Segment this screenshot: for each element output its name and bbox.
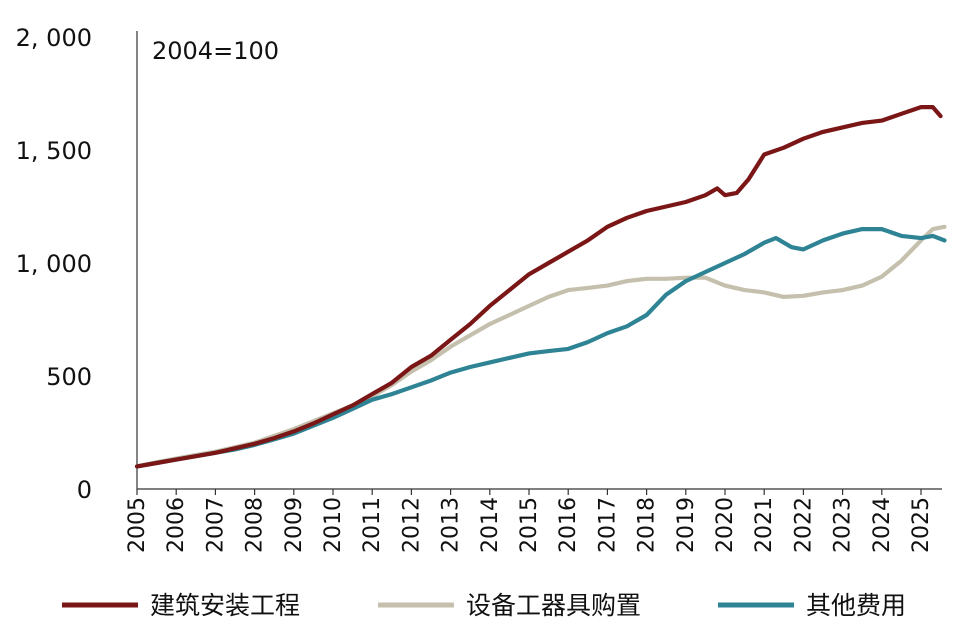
series-line-construction-installation — [134, 105, 943, 469]
x-tick-label: 2012 — [399, 497, 424, 553]
legend-label-construction-installation: 建筑安装工程 — [150, 591, 300, 620]
y-tick-label: 1, 000 — [16, 250, 92, 278]
x-tick-label: 2011 — [360, 497, 385, 553]
x-tick-label: 2013 — [439, 497, 464, 553]
x-tick-label: 2009 — [282, 497, 307, 553]
x-tick-label: 2015 — [517, 497, 542, 553]
x-tick-label: 2025 — [909, 497, 934, 553]
y-tick-label: 2, 000 — [16, 24, 92, 52]
x-tick-label: 2024 — [870, 497, 895, 553]
x-tick-label: 2007 — [203, 497, 228, 553]
series-lines — [134, 105, 947, 469]
series-line-equipment-purchase — [134, 224, 947, 469]
x-tick-label: 2023 — [831, 497, 856, 553]
y-tick-label: 1, 500 — [16, 137, 92, 165]
x-tick-label: 2008 — [243, 497, 268, 553]
x-tick-label: 2010 — [321, 497, 346, 553]
y-axis: 0 500 1, 000 1, 500 2, 000 — [16, 24, 138, 504]
x-tick-label: 2016 — [556, 497, 581, 553]
x-tick-label: 2022 — [791, 497, 816, 553]
legend-label-equipment-purchase: 设备工器具购置 — [466, 591, 641, 620]
x-tick-label: 2017 — [595, 497, 620, 553]
y-tick-label: 500 — [46, 363, 92, 391]
base-year-annotation: 2004=100 — [152, 37, 279, 65]
x-tick-label: 2020 — [713, 497, 738, 553]
x-tick-label: 2021 — [752, 497, 777, 553]
x-tick-label: 2014 — [478, 497, 503, 553]
series-line-other-costs — [134, 227, 947, 469]
x-tick-label: 2006 — [164, 497, 189, 553]
x-tick-label: 2018 — [635, 497, 660, 553]
x-tick-label: 2019 — [674, 497, 699, 553]
legend: 建筑安装工程 设备工器具购置 其他费用 — [62, 591, 906, 620]
y-tick-label: 0 — [77, 476, 92, 504]
x-tick-label: 2005 — [125, 497, 150, 553]
legend-label-other-costs: 其他费用 — [806, 591, 906, 620]
x-axis: 2005 2006 2007 2008 2009 2010 2011 2012 2013 2014… — [125, 488, 942, 553]
